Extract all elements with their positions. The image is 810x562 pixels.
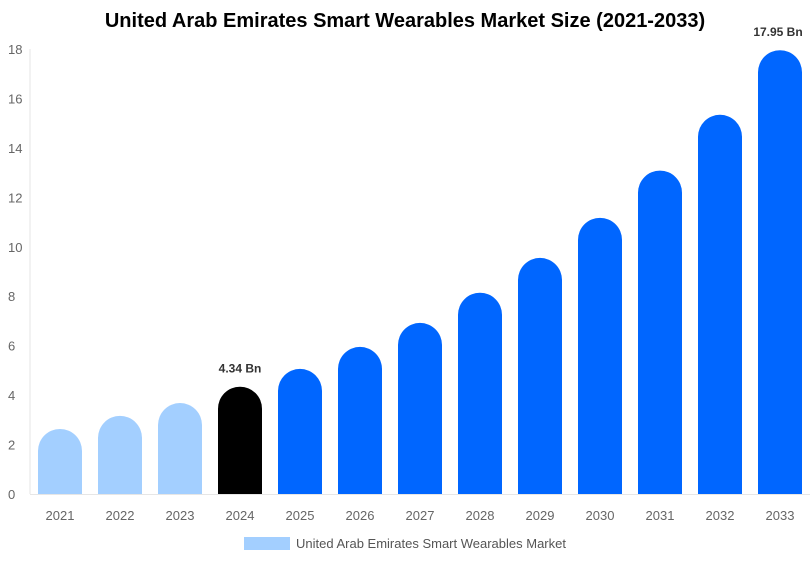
bar-2021 [38, 428, 82, 494]
y-tick-label: 4 [8, 388, 15, 403]
bar-2025 [278, 368, 322, 494]
x-tick-label: 2030 [586, 508, 615, 523]
x-tick-label: 2025 [286, 508, 315, 523]
bar-2026 [338, 346, 382, 494]
y-tick-label: 18 [8, 42, 22, 57]
bar-2030 [578, 217, 622, 495]
y-tick-label: 8 [8, 289, 15, 304]
x-tick-label: 2021 [46, 508, 75, 523]
x-tick-label: 2032 [706, 508, 735, 523]
y-tick-label: 14 [8, 141, 22, 156]
x-tick-label: 2022 [106, 508, 135, 523]
y-tick-label: 2 [8, 438, 15, 453]
bar-2033 [758, 50, 802, 495]
x-tick-label: 2023 [166, 508, 195, 523]
x-tick-label: 2029 [526, 508, 555, 523]
x-tick-label: 2027 [406, 508, 435, 523]
bar-2027 [398, 322, 442, 494]
x-tick-label: 2028 [466, 508, 495, 523]
y-tick-label: 10 [8, 240, 22, 255]
chart-title: United Arab Emirates Smart Wearables Mar… [104, 10, 706, 32]
legend-label: United Arab Emirates Smart Wearables Mar… [296, 536, 566, 551]
x-tick-label: 2033 [766, 508, 795, 523]
y-tick-label: 16 [8, 91, 22, 106]
bar-2032 [698, 114, 742, 494]
bar-2029 [518, 257, 562, 494]
data-label-2033: 17.95 Bn [753, 25, 802, 39]
y-tick-label: 6 [8, 339, 15, 354]
legend: United Arab Emirates Smart Wearables Mar… [0, 536, 810, 551]
y-tick-label: 12 [8, 190, 22, 205]
x-tick-label: 2024 [226, 508, 255, 523]
bar-2028 [458, 292, 502, 494]
bar-2031 [638, 170, 682, 494]
x-tick-label: 2031 [646, 508, 675, 523]
x-tick-label: 2026 [346, 508, 375, 523]
bar-2024 [218, 386, 262, 494]
data-label-2024: 4.34 Bn [219, 362, 262, 376]
legend-swatch [244, 537, 290, 550]
y-tick-label: 0 [8, 487, 15, 502]
bar-2023 [158, 403, 202, 494]
bar-2022 [98, 415, 142, 494]
